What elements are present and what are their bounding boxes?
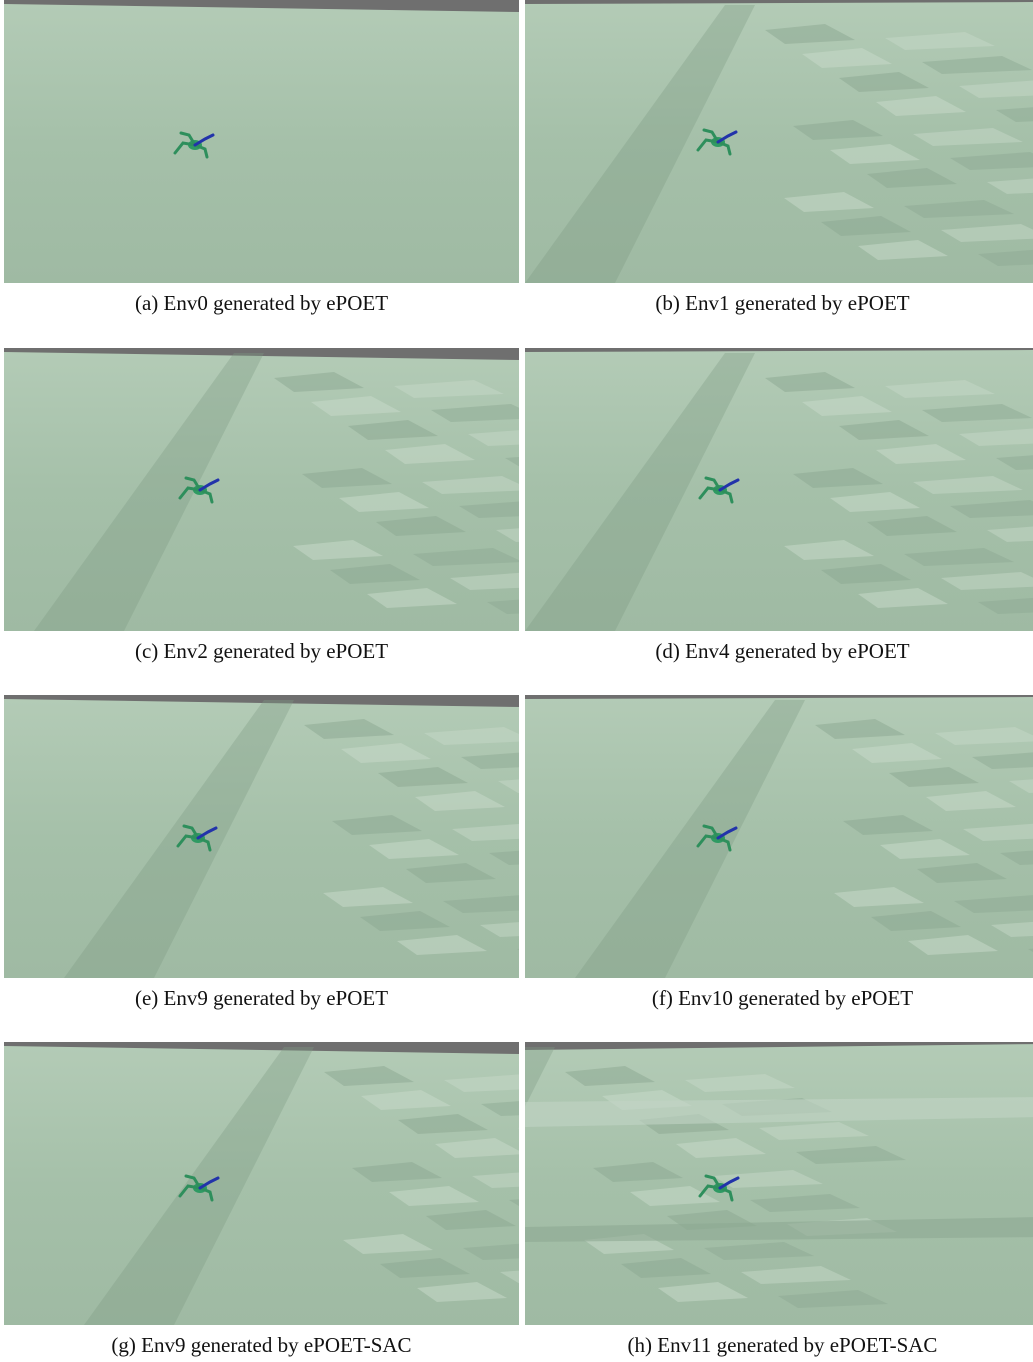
terrain-image (525, 695, 1033, 978)
terrain-image (4, 0, 519, 283)
page: (a) Env0 generated by ePOET (b) Env1 gene… (0, 0, 1033, 1362)
terrain-image (525, 348, 1033, 631)
panel-caption: (d) Env4 generated by ePOET (655, 639, 909, 663)
panel-caption: (h) Env11 generated by ePOET-SAC (628, 1333, 938, 1357)
panel-caption: (b) Env1 generated by ePOET (655, 291, 909, 315)
ground (4, 4, 519, 283)
panel-caption: (f) Env10 generated by ePOET (652, 986, 913, 1010)
figure: (a) Env0 generated by ePOET (b) Env1 gene… (0, 0, 1033, 1362)
terrain-image (525, 0, 1033, 283)
panel-caption: (a) Env0 generated by ePOET (135, 291, 388, 315)
terrain-image (4, 348, 615, 631)
panel-caption: (g) Env9 generated by ePOET-SAC (111, 1333, 411, 1357)
panel-caption: (c) Env2 generated by ePOET (135, 639, 388, 663)
panel-caption: (e) Env9 generated by ePOET (135, 986, 388, 1010)
